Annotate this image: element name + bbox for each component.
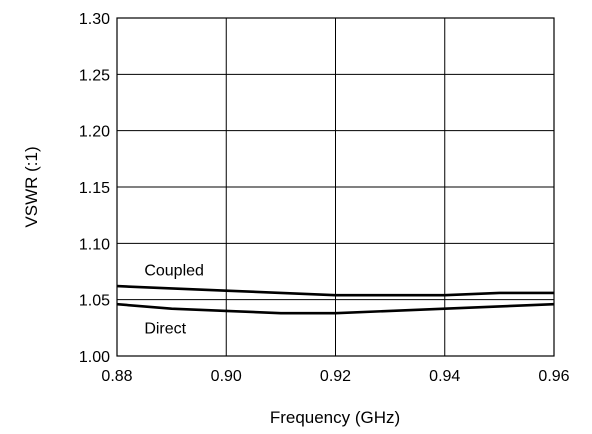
x-tick-label: 0.92 <box>320 368 351 385</box>
y-tick-label: 1.05 <box>79 293 110 310</box>
series-lines <box>116 284 555 315</box>
y-tick-label: 1.15 <box>79 180 110 197</box>
y-tick-label: 1.25 <box>79 67 110 84</box>
y-axis-title: VSWR (:1) <box>22 146 41 227</box>
x-tick-label: 0.96 <box>538 368 569 385</box>
y-tick-label: 1.10 <box>79 236 110 253</box>
series-label-coupled: Coupled <box>144 262 204 279</box>
x-tick-label: 0.94 <box>429 368 460 385</box>
series-line-coupled <box>116 284 554 297</box>
y-tick-labels: 1.00 1.05 1.10 1.15 1.20 1.25 1.30 <box>79 11 110 366</box>
x-tick-label: 0.90 <box>211 368 242 385</box>
y-tick-label: 1.30 <box>79 11 110 28</box>
series-labels: Coupled Direct <box>144 262 204 337</box>
x-tick-label: 0.88 <box>101 368 132 385</box>
series-label-direct: Direct <box>144 321 186 338</box>
y-tick-label: 1.20 <box>79 124 110 141</box>
plot-frame <box>116 17 555 357</box>
y-tick-label: 1.00 <box>79 349 110 366</box>
series-line-direct <box>116 302 555 315</box>
x-tick-labels: 0.88 0.90 0.92 0.94 0.96 <box>101 368 569 385</box>
x-axis-title: Frequency (GHz) <box>270 408 400 427</box>
grid <box>117 18 554 356</box>
